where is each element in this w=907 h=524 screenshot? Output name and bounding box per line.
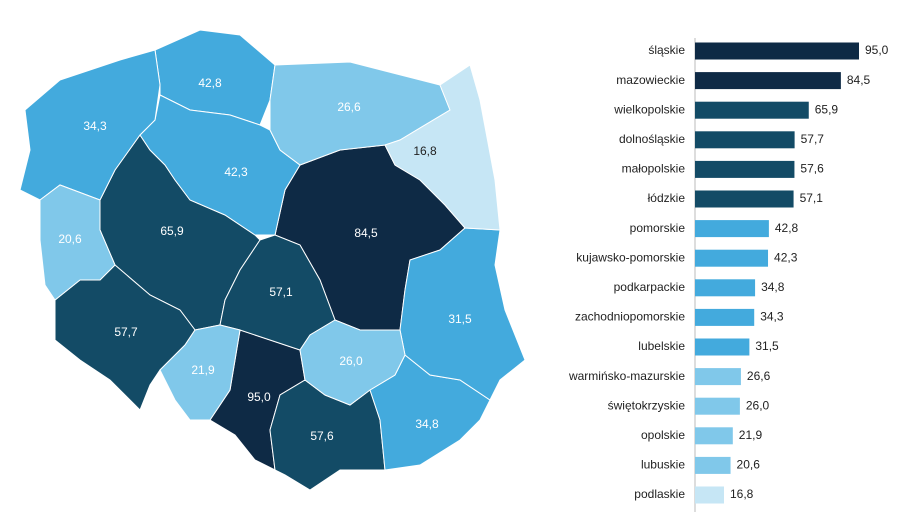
bar bbox=[695, 72, 841, 90]
value-label: 57,1 bbox=[800, 191, 824, 205]
value-label: 42,3 bbox=[774, 250, 798, 264]
value-label: 26,0 bbox=[746, 398, 770, 412]
category-label: podlaskie bbox=[634, 487, 685, 501]
map-value-label: 34,3 bbox=[83, 119, 107, 133]
value-label: 16,8 bbox=[730, 487, 754, 501]
value-label: 95,0 bbox=[865, 43, 889, 57]
bar bbox=[695, 279, 756, 297]
category-label: opolskie bbox=[641, 428, 685, 442]
bar bbox=[695, 101, 809, 119]
map-region bbox=[384, 64, 501, 231]
value-label: 34,3 bbox=[760, 310, 784, 324]
bar bbox=[695, 427, 733, 445]
map-region bbox=[299, 319, 406, 406]
map-value-label: 26,6 bbox=[337, 100, 361, 114]
category-label: dolnośląskie bbox=[619, 132, 685, 146]
value-label: 31,5 bbox=[755, 339, 779, 353]
map-value-label: 16,8 bbox=[413, 144, 437, 158]
category-label: śląskie bbox=[648, 43, 685, 57]
bar bbox=[695, 486, 725, 504]
map-region bbox=[39, 184, 116, 301]
map-value-label: 26,0 bbox=[339, 354, 363, 368]
map-value-label: 31,5 bbox=[448, 312, 472, 326]
bar bbox=[695, 338, 750, 356]
category-label: wielkopolskie bbox=[613, 102, 685, 116]
value-label: 34,8 bbox=[761, 280, 785, 294]
bar bbox=[695, 190, 794, 208]
bar bbox=[695, 131, 795, 149]
bar bbox=[695, 42, 859, 60]
bar bbox=[695, 249, 769, 267]
map-value-label: 42,8 bbox=[198, 76, 222, 90]
bar bbox=[695, 220, 769, 238]
map-region bbox=[139, 94, 301, 236]
bar bbox=[695, 368, 741, 386]
category-label: podkarpackie bbox=[614, 280, 686, 294]
category-label: pomorskie bbox=[630, 221, 686, 235]
map-value-label: 20,6 bbox=[58, 232, 82, 246]
category-label: świętokrzyskie bbox=[608, 398, 686, 412]
value-label: 65,9 bbox=[815, 102, 839, 116]
map-region bbox=[399, 227, 526, 401]
map-value-label: 42,3 bbox=[224, 165, 248, 179]
map-value-label: 57,6 bbox=[310, 429, 334, 443]
value-label: 20,6 bbox=[737, 458, 761, 472]
value-label: 21,9 bbox=[739, 428, 763, 442]
bar-chart: śląskie 95,0 mazowieckie 84,5 wielkopolskie 6… bbox=[568, 38, 889, 512]
map: 95,0 84,5 65,9 57,7 57,6 57,1 42,8 42,3 34,8 34,3… bbox=[19, 29, 526, 491]
map-value-label: 84,5 bbox=[354, 226, 378, 240]
map-region bbox=[159, 324, 241, 421]
bar bbox=[695, 308, 755, 326]
map-value-label: 21,9 bbox=[191, 363, 215, 377]
category-label: lubuskie bbox=[641, 458, 685, 472]
category-label: lubelskie bbox=[638, 339, 685, 353]
category-label: mazowieckie bbox=[616, 73, 685, 87]
value-label: 57,7 bbox=[801, 132, 825, 146]
category-label: małopolskie bbox=[622, 162, 686, 176]
value-label: 26,6 bbox=[747, 369, 771, 383]
category-label: kujawsko-pomorskie bbox=[576, 250, 685, 264]
category-label: łódzkie bbox=[648, 191, 686, 205]
map-value-label: 65,9 bbox=[160, 224, 184, 238]
category-label: zachodniopomorskie bbox=[575, 310, 685, 324]
map-region bbox=[269, 61, 451, 166]
value-label: 42,8 bbox=[775, 221, 799, 235]
map-value-label: 57,1 bbox=[269, 285, 293, 299]
value-label: 84,5 bbox=[847, 73, 871, 87]
value-label: 57,6 bbox=[800, 162, 824, 176]
map-value-label: 57,7 bbox=[114, 325, 138, 339]
bar bbox=[695, 456, 731, 474]
map-value-label: 95,0 bbox=[247, 390, 271, 404]
bar bbox=[695, 160, 795, 178]
map-value-label: 34,8 bbox=[415, 417, 439, 431]
bar bbox=[695, 397, 740, 415]
category-label: warmińsko-mazurskie bbox=[568, 369, 685, 383]
